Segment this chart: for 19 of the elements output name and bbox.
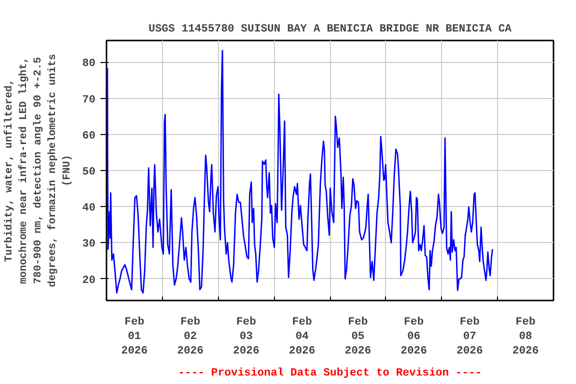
y-tick-label: 80 [82, 58, 96, 70]
line-series [106, 50, 494, 294]
y-tick-label: 40 [82, 202, 96, 215]
text: ---- Provisional Data Subject to Revision ---- [178, 368, 482, 380]
x-tick-label: Feb 04 2026 [288, 316, 316, 358]
x-tick-label: Feb 06 2026 [400, 316, 428, 358]
y-tick-label: 60 [82, 130, 96, 142]
x-tick-label: Feb 07 2026 [456, 316, 483, 358]
x-tick-label: Feb 01 2026 [121, 316, 148, 358]
chart-title: USGS 11455780 SUISUN BAY A BENICIA BRIDGE NR BENICIA CA [148, 24, 512, 36]
x-tick-label: Feb 02 2026 [177, 316, 204, 358]
y-tick-label: 30 [82, 238, 96, 251]
x-tick-label: Feb 05 2026 [344, 316, 372, 358]
x-tick-label: Feb 08 2026 [512, 316, 539, 358]
y-tick-label: 20 [82, 274, 96, 287]
y-tick-label: 70 [82, 94, 96, 106]
y-axis-title: Turbidity, water, unfiltered, monochrome near infra-red LED light, 780-900 nm, detection angle 90 +-2.5 degrees, formazin nephelometric units (FNU) [4, 54, 74, 288]
x-tick-label: Feb 03 2026 [232, 316, 260, 358]
y-tick-label: 50 [82, 166, 96, 178]
